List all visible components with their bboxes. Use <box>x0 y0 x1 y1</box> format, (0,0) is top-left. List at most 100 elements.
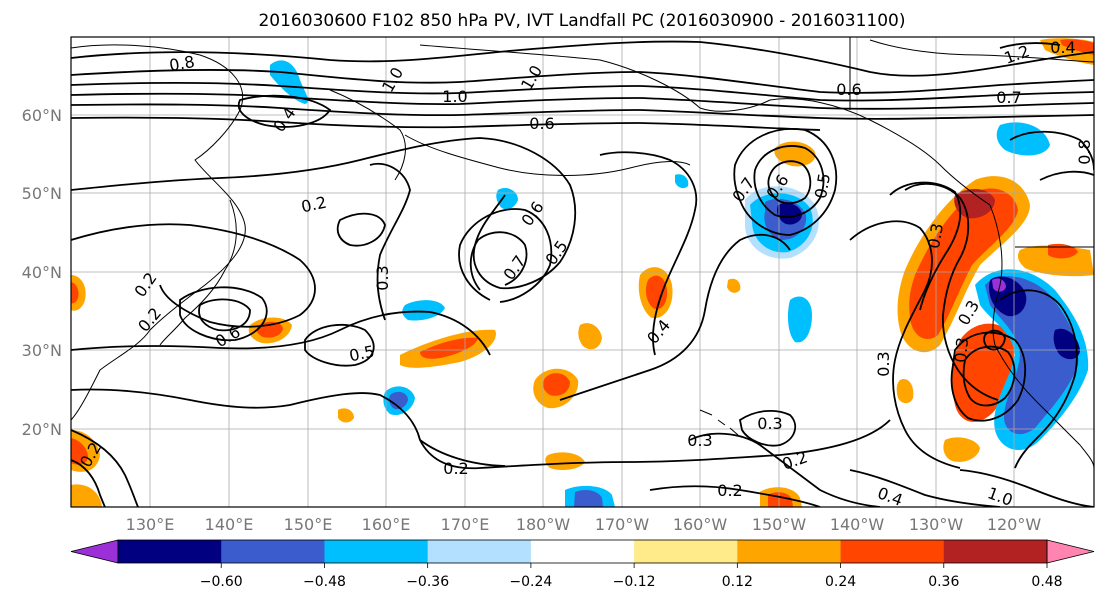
contour-line <box>304 323 375 367</box>
coastlines <box>71 37 1094 469</box>
contour-line <box>599 151 698 356</box>
lon-label: 160°E <box>362 515 411 534</box>
lon-label: 170°W <box>595 515 650 534</box>
lat-label: 60°N <box>22 106 62 125</box>
contour-line <box>71 459 106 507</box>
coastline-alaska <box>419 44 991 206</box>
shade-neg-036 <box>389 391 408 410</box>
colorbar-tick-label: −0.24 <box>509 574 552 590</box>
contour-line <box>689 432 881 507</box>
shade-neg-024 <box>996 122 1050 156</box>
lat-label: 50°N <box>22 184 62 203</box>
contour-line <box>753 145 825 218</box>
lat-label: 40°N <box>22 263 62 282</box>
contour-label: 0.3 <box>373 265 392 290</box>
graticule <box>71 37 1094 507</box>
colorbar <box>70 539 1095 564</box>
shade-pos-048 <box>954 188 995 219</box>
contour-line <box>950 331 1027 422</box>
contour-line <box>999 42 1061 49</box>
coastline-aleutians <box>404 134 691 176</box>
contour-label: 0.5 <box>811 172 834 200</box>
contour-line <box>733 128 838 236</box>
shade-neg-024 <box>675 174 689 189</box>
lon-label: 140°E <box>205 515 254 534</box>
contour-line <box>419 439 506 467</box>
lon-labels: 130°E 140°E 150°E 160°E 170°E 180°W 170°W 160°W… <box>126 515 1042 534</box>
contour-line <box>369 162 411 321</box>
colorbar-swatch <box>221 540 325 563</box>
contour-label: 0.2 <box>443 459 468 478</box>
shade-neg-036 <box>574 490 603 507</box>
coastline-north-america <box>989 204 1094 469</box>
lon-label: 160°W <box>673 515 728 534</box>
contour-line <box>71 103 1094 120</box>
map-panel: 0.81.01.01.00.60.40.2 0.60.7 0.50.30.20.60… <box>22 36 1095 534</box>
contour-line <box>767 160 812 205</box>
contour-label: 0.6 <box>836 80 861 99</box>
colorbar-swatch <box>943 540 1048 563</box>
contour-line <box>962 345 1016 407</box>
colorbar-swatch <box>530 540 635 563</box>
lat-label: 20°N <box>22 420 62 439</box>
contour-line <box>71 116 821 131</box>
shade-pos-048 <box>645 275 668 310</box>
shade-pos-024 <box>943 437 980 462</box>
colorbar-swatch <box>840 540 945 563</box>
contour-label: 0.8 <box>168 52 196 75</box>
contour-line <box>849 220 961 469</box>
contour-label: 0.5 <box>347 342 376 366</box>
contour-label: 0.4 <box>875 483 905 510</box>
shade-pos-036 <box>71 282 79 304</box>
colorbar-tick-label: 0.12 <box>722 574 753 590</box>
contour-line <box>71 223 316 328</box>
contour-label: 0.2 <box>717 481 742 500</box>
pv-contours <box>71 40 1094 507</box>
contour-label: 0.3 <box>924 222 947 250</box>
contour-line <box>336 212 386 247</box>
contour-label: 0.6 <box>529 114 554 133</box>
contour-line <box>71 68 1094 94</box>
contour-line <box>71 92 1094 110</box>
contour-line <box>71 137 577 290</box>
shade-pos-024 <box>545 452 585 470</box>
contour-label: 0.3 <box>874 351 893 376</box>
colorbar-swatch <box>324 540 429 563</box>
colorbar-swatch <box>427 540 532 563</box>
contour-line <box>71 429 139 507</box>
shade-blob-coastal-ridge <box>897 176 1094 462</box>
contour-line <box>999 289 1078 469</box>
colorbar-extend-min <box>70 539 119 564</box>
shade-pos-036 <box>1060 39 1094 55</box>
shade-neg-060 <box>992 278 1006 292</box>
contour-label: 0.3 <box>757 414 782 433</box>
shade-pos-024 <box>727 278 741 293</box>
contour-line <box>959 469 1094 507</box>
contour-line <box>71 81 1094 102</box>
contour-line <box>1009 130 1094 171</box>
colorbar-swatch <box>634 540 738 563</box>
lon-label: 150°W <box>752 515 807 534</box>
colorbar-extend-max <box>1046 539 1095 564</box>
lon-label: 120°W <box>987 515 1042 534</box>
lat-label: 30°N <box>22 341 62 360</box>
lon-label: 180°W <box>516 515 571 534</box>
contour-line <box>71 388 891 470</box>
contour-label: 0.3 <box>951 336 972 363</box>
colorbar-ticks: −0.60 −0.48 −0.36 −0.24 −0.12 0.12 0.24 0.36 0.4… <box>200 563 1063 590</box>
colorbar-tick-label: −0.12 <box>613 574 656 590</box>
coastline-asia <box>71 44 246 421</box>
shade-blob-coastal-trough <box>975 122 1089 451</box>
contour-label: 0.3 <box>687 431 712 450</box>
contour-line <box>71 40 1094 77</box>
hawaii <box>699 409 739 436</box>
lon-label: 170°E <box>441 515 490 534</box>
figure-title: 2016030600 F102 850 hPa PV, IVT Landfall… <box>258 11 905 31</box>
colorbar-tick-label: 0.24 <box>825 574 856 590</box>
lon-label: 130°W <box>909 515 964 534</box>
shade-pos-024 <box>338 408 354 423</box>
lat-labels: 20°N 30°N 40°N 50°N 60°N <box>22 106 62 439</box>
contour-line <box>904 183 999 401</box>
shade-pos-024 <box>578 323 602 350</box>
contour-line <box>458 208 553 303</box>
